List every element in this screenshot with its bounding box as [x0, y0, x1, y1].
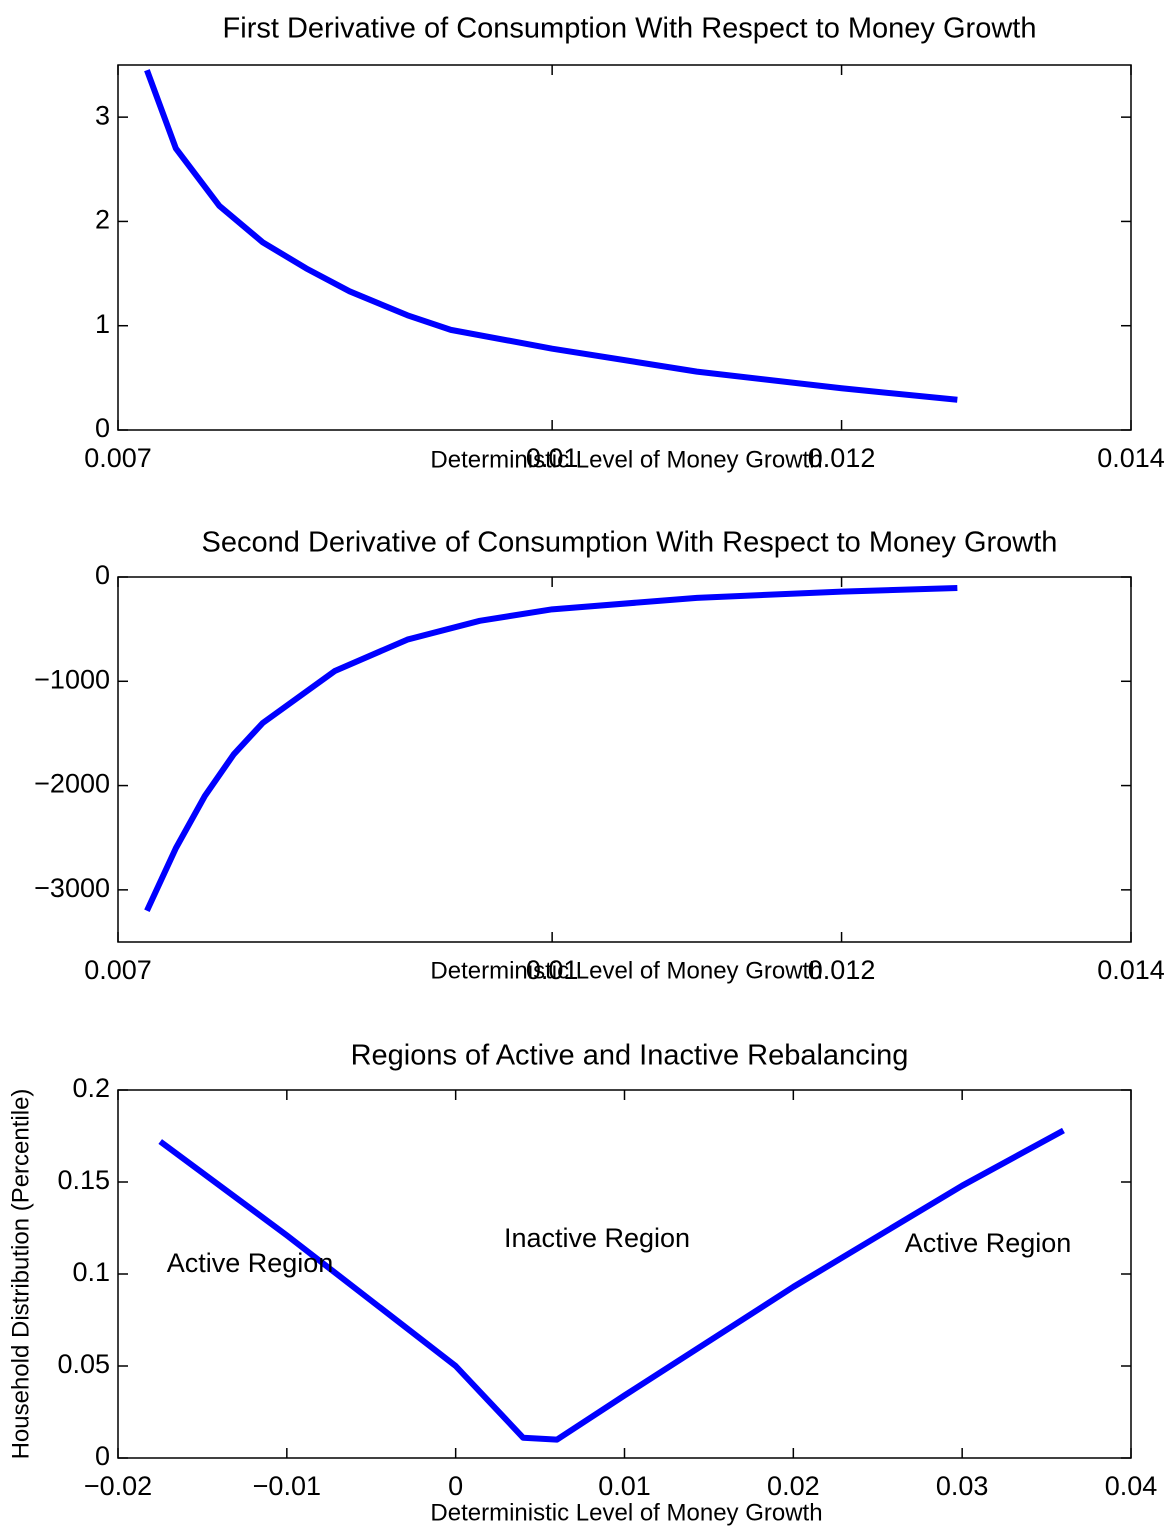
x-tick-label: 0.014	[1097, 955, 1165, 985]
chart-title: Second Derivative of Consumption With Re…	[202, 527, 1058, 559]
x-tick-label: 0.01	[598, 1471, 651, 1501]
data-line	[144, 584, 958, 912]
data-line	[144, 69, 958, 403]
y-tick-label: −3000	[34, 873, 110, 903]
annotation: Active Region	[905, 1228, 1072, 1258]
x-tick-label: 0.01	[526, 955, 579, 985]
x-axis-label: Deterministic Level of Money Growth	[430, 957, 822, 984]
y-tick-label: 2	[95, 205, 110, 235]
y-tick-label: 0.15	[57, 1165, 110, 1195]
chart-title: Regions of Active and Inactive Rebalanci…	[351, 1040, 909, 1072]
y-tick-label: 0.2	[72, 1073, 110, 1103]
x-tick-label: −0.02	[84, 1471, 152, 1501]
x-axis-label: Deterministic Level of Money Growth	[430, 1499, 822, 1526]
x-tick-label: 0.04	[1105, 1471, 1158, 1501]
x-tick-label: 0.007	[84, 955, 152, 985]
x-tick-label: −0.01	[253, 1471, 321, 1501]
y-tick-label: 0	[95, 413, 110, 443]
data-line	[158, 1127, 1065, 1443]
y-axis-label: Household Distribution (Percentile)	[7, 1089, 34, 1460]
y-tick-label: 0.1	[72, 1257, 110, 1287]
x-tick-label: 0.014	[1097, 443, 1165, 473]
annotation: Inactive Region	[504, 1223, 690, 1253]
x-tick-label: 0.03	[936, 1471, 989, 1501]
y-tick-label: 3	[95, 100, 110, 130]
chart-title: First Derivative of Consumption With Res…	[223, 13, 1037, 45]
y-tick-label: −2000	[34, 769, 110, 799]
x-axis-label: Deterministic Level of Money Growth	[430, 446, 822, 473]
y-tick-label: 0.05	[57, 1349, 110, 1379]
annotation: Active Region	[167, 1248, 334, 1278]
x-tick-label: 0	[448, 1471, 463, 1501]
x-tick-label: 0.012	[808, 955, 876, 985]
x-tick-label: 0.02	[767, 1471, 820, 1501]
y-tick-label: −1000	[34, 664, 110, 694]
y-tick-label: 0	[95, 560, 110, 590]
axes-box	[117, 64, 1132, 431]
x-tick-label: 0.012	[808, 443, 876, 473]
axes-box	[117, 576, 1132, 943]
y-tick-label: 1	[95, 309, 110, 339]
y-tick-label: 0	[95, 1441, 110, 1471]
x-tick-label: 0.007	[84, 443, 152, 473]
x-tick-label: 0.01	[526, 443, 579, 473]
